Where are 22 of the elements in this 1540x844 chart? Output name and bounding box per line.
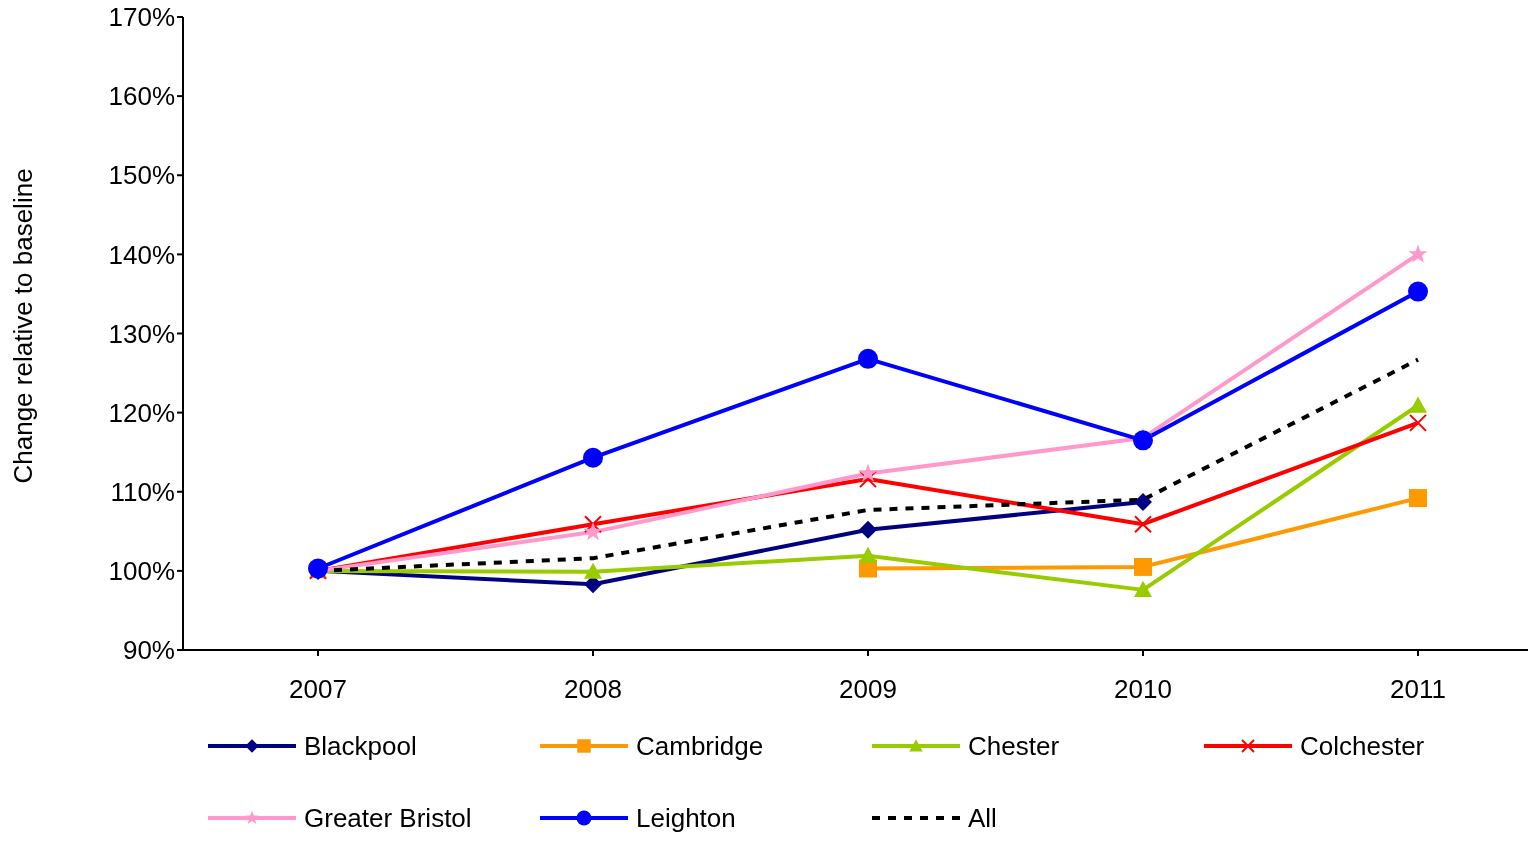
legend-label: Chester: [968, 730, 1060, 762]
x-tick-label: 2008: [564, 674, 622, 705]
y-tick-label: 150%: [108, 160, 175, 191]
y-tick-label: 110%: [110, 476, 175, 507]
legend-label: All: [968, 802, 997, 834]
y-axis-title: Change relative to baseline: [8, 168, 39, 484]
y-tick-label: 140%: [108, 239, 175, 270]
legend-label: Blackpool: [304, 730, 417, 762]
x-tick-label: 2007: [289, 674, 347, 705]
y-tick-label: 130%: [108, 318, 175, 349]
y-tick-label: 120%: [108, 397, 175, 428]
legend-label: Leighton: [636, 802, 736, 834]
y-tick-label: 90%: [122, 635, 175, 666]
x-tick-label: 2011: [1390, 674, 1446, 705]
legend-label: Greater Bristol: [304, 802, 472, 834]
x-tick-label: 2009: [839, 674, 897, 705]
legend-label: Cambridge: [636, 730, 764, 762]
y-tick-label: 170%: [108, 2, 175, 33]
legend-label: Colchester: [1300, 730, 1425, 762]
y-tick-label: 100%: [108, 556, 175, 587]
y-tick-label: 160%: [108, 81, 175, 112]
x-tick-label: 2010: [1114, 674, 1172, 705]
